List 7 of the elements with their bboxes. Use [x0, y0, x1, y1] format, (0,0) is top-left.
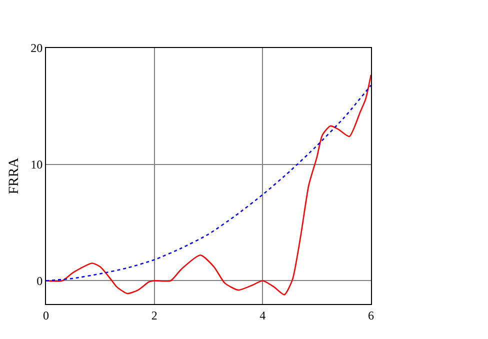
x-tick-label: 6: [368, 308, 374, 322]
y-tick-label: 10: [30, 158, 43, 172]
y-axis-title: FRRA: [7, 156, 22, 194]
x-tick-label: 2: [151, 308, 158, 322]
y-tick-label: 0: [36, 274, 43, 288]
x-tick-label: 4: [260, 308, 266, 322]
y-tick-label: 20: [30, 41, 43, 56]
